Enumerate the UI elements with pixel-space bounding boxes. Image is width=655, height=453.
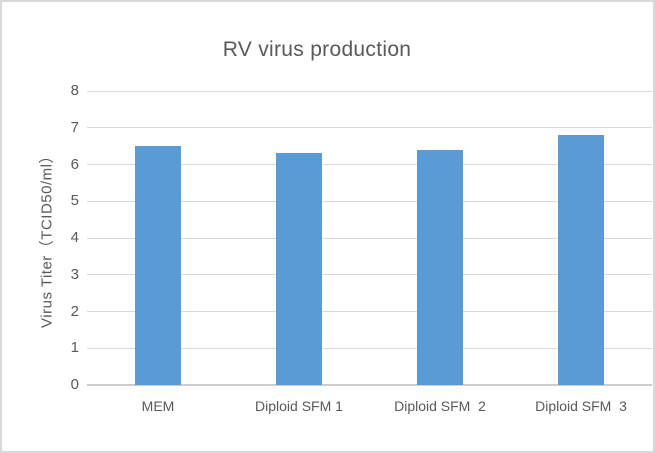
y-tick-label: 6	[70, 156, 79, 173]
x-category-label: MEM	[141, 398, 175, 414]
x-category-label: Diploid SFM 3	[535, 398, 627, 414]
gridline	[87, 201, 652, 202]
gridline	[87, 348, 652, 349]
plot-area	[87, 91, 652, 386]
y-tick-label: 1	[70, 339, 79, 356]
x-category-label: Diploid SFM 2	[394, 398, 486, 414]
y-tick-label: 2	[70, 303, 79, 320]
bar	[417, 150, 463, 385]
gridline	[87, 274, 652, 275]
gridline	[87, 164, 652, 165]
y-tick-label: 8	[70, 82, 79, 99]
x-category-label: Diploid SFM 1	[255, 398, 343, 414]
bar	[276, 153, 322, 385]
gridline	[87, 311, 652, 312]
y-tick-label: 3	[70, 266, 79, 283]
y-tick-label: 7	[70, 119, 79, 136]
gridline	[87, 127, 652, 128]
chart-title: RV virus production	[222, 38, 412, 61]
gridline	[87, 91, 652, 92]
x-axis-line	[87, 384, 652, 386]
gridline	[87, 238, 652, 239]
y-tick-label: 5	[70, 192, 79, 209]
bar	[558, 135, 604, 385]
y-tick-label: 4	[70, 229, 79, 246]
bar	[135, 146, 181, 385]
y-tick-label: 0	[70, 376, 79, 393]
